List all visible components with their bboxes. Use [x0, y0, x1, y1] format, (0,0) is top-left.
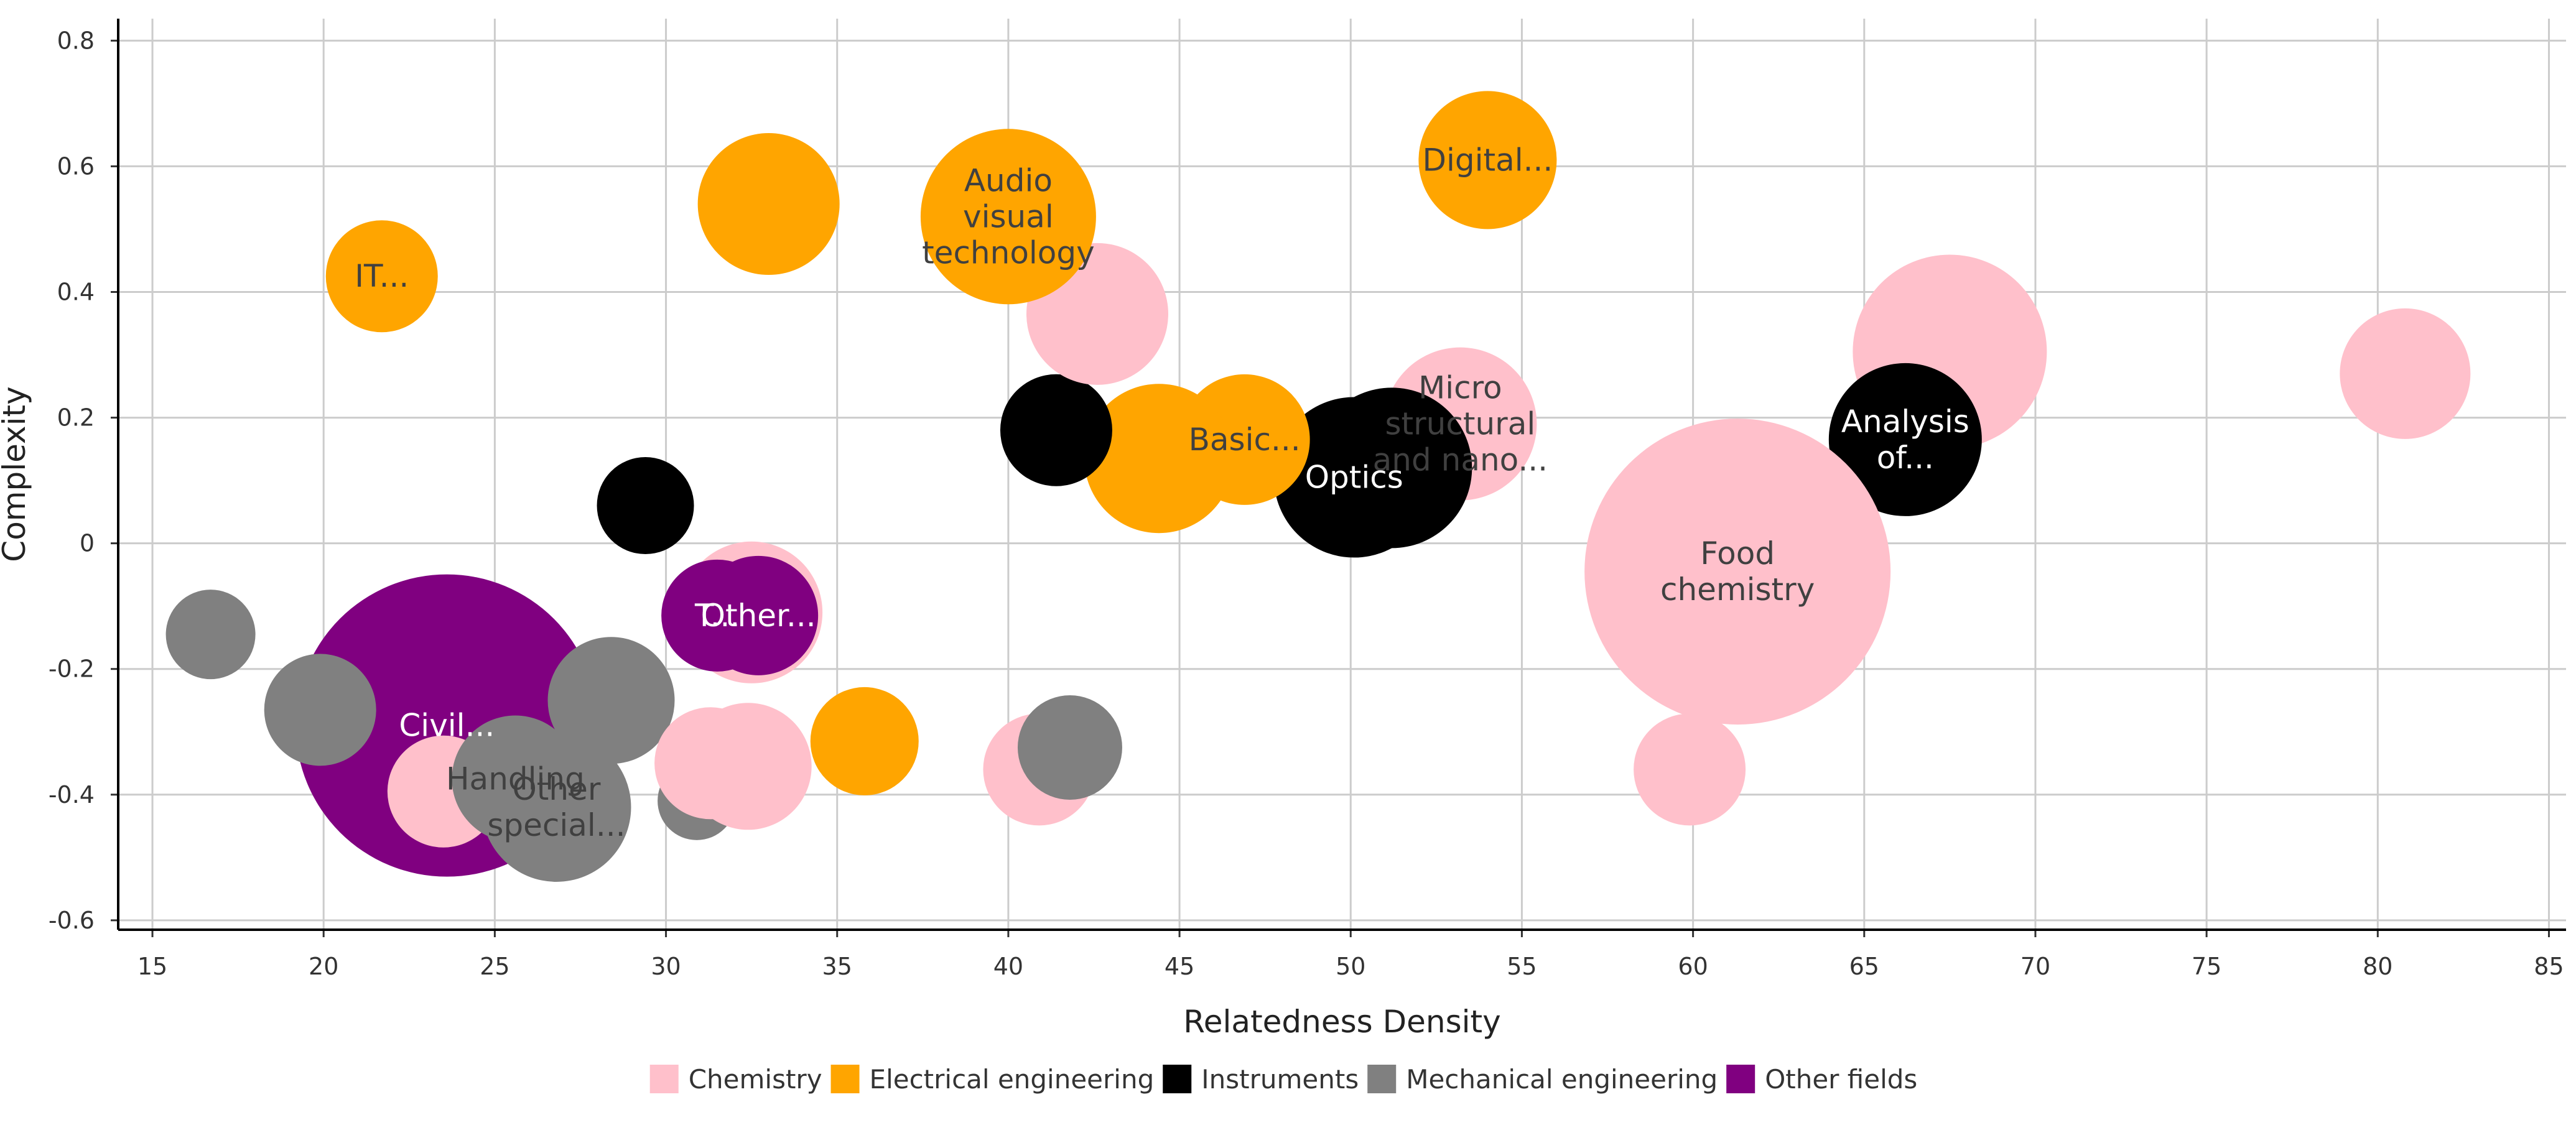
legend: Chemistry Electrical engineering Instrumen…: [649, 1064, 1917, 1095]
legend-swatch: [830, 1065, 860, 1093]
bubble-point[interactable]: [325, 220, 438, 333]
y-tick-label: -0.6: [49, 907, 95, 934]
x-tick-label: 50: [1336, 953, 1365, 980]
x-tick-label: 60: [1678, 953, 1708, 980]
legend-label: Other fields: [1765, 1064, 1917, 1095]
bubble-point[interactable]: [2340, 308, 2471, 439]
y-tick-label: 0: [80, 530, 95, 557]
bubble-point[interactable]: [597, 457, 694, 555]
bubble-label: Audio: [964, 162, 1053, 198]
x-tick-label: 65: [1849, 953, 1879, 980]
bubble-label: Optics: [1305, 460, 1403, 496]
x-tick-label: 55: [1507, 953, 1537, 980]
y-tick-label: 0.4: [57, 279, 95, 306]
x-tick-label: 20: [309, 953, 338, 980]
x-tick-label: 80: [2363, 953, 2392, 980]
bubble-circles: [165, 91, 2471, 882]
legend-label: Chemistry: [689, 1064, 822, 1095]
y-tick-label: 0.6: [57, 152, 95, 180]
bubble-point[interactable]: [165, 590, 256, 680]
bubble-point[interactable]: [920, 129, 1096, 305]
x-tick-label: 25: [480, 953, 509, 980]
bubble-point[interactable]: [1273, 397, 1434, 558]
bubble-label: special...: [487, 807, 625, 843]
x-tick-label: 30: [651, 953, 681, 980]
bubble-point[interactable]: [699, 555, 819, 675]
legend-swatch: [1163, 1065, 1192, 1093]
x-tick-label: 40: [993, 953, 1023, 980]
bubble-point[interactable]: [654, 707, 767, 820]
bubble-label: Digital...: [1422, 142, 1553, 178]
bubble-point[interactable]: [1584, 419, 1891, 725]
y-tick-label: 0.8: [57, 27, 95, 54]
bubble-point[interactable]: [481, 732, 631, 882]
x-axis-title: Relatedness Density: [1183, 1004, 1500, 1040]
bubble-label: Other...: [701, 598, 816, 634]
bubble-label: Food: [1700, 535, 1775, 572]
bubble-label: of...: [1877, 440, 1934, 476]
bubble-label: chemistry: [1660, 572, 1815, 608]
bubble-point[interactable]: [264, 654, 376, 766]
legend-item[interactable]: Chemistry: [649, 1064, 822, 1095]
legend-label: Electrical engineering: [870, 1064, 1155, 1095]
bubble-label: IT...: [355, 258, 409, 294]
bubble-label: Analysis: [1841, 404, 1969, 440]
bubble-label: Handling: [446, 761, 585, 797]
legend-label: Instruments: [1201, 1064, 1359, 1095]
bubble-label: Other: [512, 771, 600, 807]
bubble-label: T...: [694, 598, 740, 634]
bubble-label: structural: [1385, 406, 1535, 442]
x-tick-label: 15: [137, 953, 167, 980]
y-axis-title: Complexity: [0, 386, 32, 562]
legend-label: Mechanical engineering: [1406, 1064, 1718, 1095]
bubble-point[interactable]: [1828, 363, 1982, 516]
x-tick-label: 85: [2534, 953, 2564, 980]
legend-swatch: [1726, 1065, 1755, 1093]
bubble-point[interactable]: [1418, 91, 1557, 229]
bubble-label: visual: [963, 198, 1054, 234]
bubble-label: Micro: [1418, 370, 1502, 406]
y-tick-label: -0.4: [49, 781, 95, 808]
bubble-label: and nano...: [1373, 442, 1548, 478]
bubble-label: Civil...: [399, 708, 495, 744]
legend-swatch: [1367, 1065, 1397, 1093]
x-tick-label: 45: [1165, 953, 1194, 980]
legend-item[interactable]: Instruments: [1163, 1064, 1359, 1095]
legend-item[interactable]: Other fields: [1726, 1064, 1917, 1095]
bubble-point[interactable]: [547, 637, 675, 764]
legend-item[interactable]: Mechanical engineering: [1367, 1064, 1718, 1095]
bubble-point[interactable]: [1000, 374, 1112, 486]
y-tick-label: 0.2: [57, 404, 95, 432]
bubble-label: technology: [922, 234, 1095, 271]
bubble-point[interactable]: [1084, 384, 1234, 534]
bubble-point[interactable]: [1634, 713, 1746, 826]
y-tick-label: -0.2: [49, 655, 95, 683]
legend-item[interactable]: Electrical engineering: [830, 1064, 1155, 1095]
bubble-point[interactable]: [810, 687, 919, 795]
x-tick-label: 35: [822, 953, 852, 980]
x-tick-label: 70: [2020, 953, 2050, 980]
x-tick-label: 75: [2192, 953, 2221, 980]
axes: 15 20 25 30 35 40 45 50 55 60 65 70 75 80 85 -0.6 -0.4 -0…: [49, 19, 2566, 980]
bubble-point[interactable]: [697, 133, 840, 275]
legend-swatch: [649, 1065, 679, 1093]
bubble-point[interactable]: [1017, 695, 1122, 800]
bubble-label: Basic...: [1189, 422, 1301, 458]
